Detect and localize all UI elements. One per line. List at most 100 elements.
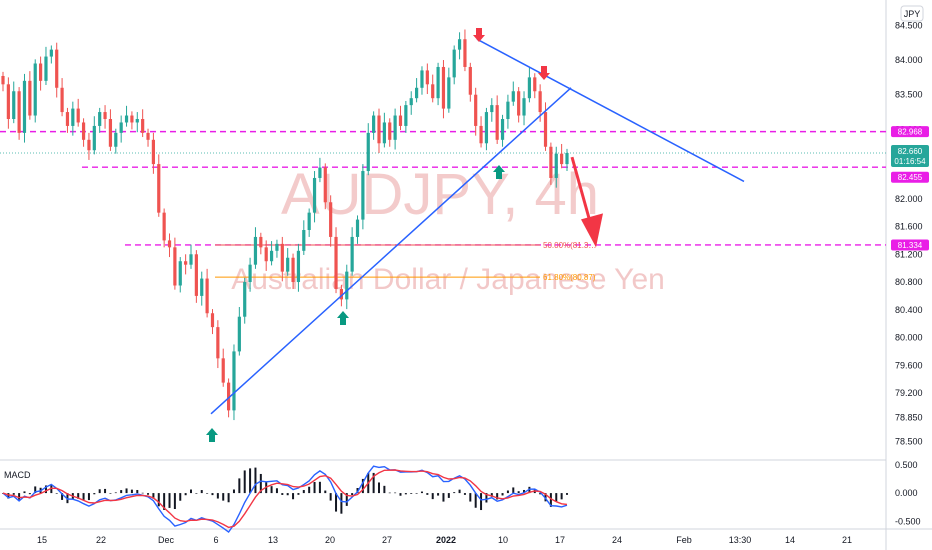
macd-indicator — [2, 465, 568, 533]
macd-tick-label: -0.500 — [895, 516, 921, 526]
projection-arrow[interactable] — [570, 156, 603, 248]
time-tick-label: 24 — [612, 535, 622, 545]
time-tick-label: 22 — [96, 535, 106, 545]
fibonacci-levels[interactable]: 50.00%(81.3… 61.80%(80.87) — [215, 241, 596, 282]
time-tick-label: 15 — [37, 535, 47, 545]
macd-histogram-bar — [114, 492, 117, 494]
candle — [355, 215, 360, 244]
price-tick-label: 80.000 — [895, 333, 923, 343]
macd-histogram-bar — [410, 493, 413, 494]
macd-histogram-bar — [190, 489, 192, 494]
candle — [173, 237, 177, 290]
macd-histogram-bar — [318, 481, 321, 494]
macd-histogram-bar — [82, 493, 85, 500]
macd-histogram-bar — [426, 493, 429, 495]
candle — [366, 123, 370, 176]
price-axis[interactable] — [886, 0, 932, 550]
arrow-up-icon[interactable] — [337, 311, 349, 325]
candle — [12, 81, 16, 124]
watermark-description: Australian Dollar / Japanese Yen — [231, 263, 665, 296]
candle — [1, 71, 5, 92]
fib-level-label: 50.00%(81.3… — [543, 241, 596, 250]
arrow-up-icon[interactable] — [493, 165, 505, 179]
macd-histogram-bar — [109, 493, 112, 494]
candle — [463, 29, 467, 72]
arrow-down-icon[interactable] — [473, 28, 485, 42]
candle — [490, 98, 494, 122]
macd-histogram-bar — [249, 468, 252, 494]
candle — [393, 108, 397, 150]
currency-button[interactable]: JPY — [900, 5, 924, 22]
candle — [474, 87, 478, 136]
macd-histogram-bar — [50, 485, 53, 494]
arrow-down-icon[interactable] — [538, 66, 550, 80]
macd-histogram-bar — [23, 491, 26, 494]
macd-histogram-bar — [206, 493, 209, 494]
price-tick-label: 81.200 — [895, 249, 923, 259]
trendlines[interactable] — [210, 38, 745, 415]
candle — [71, 101, 75, 136]
macd-histogram-bar — [77, 493, 80, 499]
time-tick-label: Feb — [676, 535, 692, 545]
macd-histogram-bar — [302, 490, 305, 494]
candle — [44, 46, 48, 86]
candle — [554, 146, 558, 188]
macd-histogram-bar — [281, 493, 284, 495]
candle — [33, 59, 37, 123]
macd-histogram-bar — [179, 493, 182, 501]
trendline-resistance[interactable] — [476, 38, 745, 183]
candle — [318, 157, 322, 183]
price-tick-label: 84.000 — [895, 55, 923, 65]
candle — [307, 208, 311, 237]
bar-countdown-label: 01:16:54 — [894, 157, 926, 166]
macd-histogram-bar — [93, 493, 96, 495]
macd-histogram-bar — [98, 489, 101, 494]
macd-histogram — [2, 467, 568, 514]
time-tick-label: 13:30 — [729, 535, 752, 545]
candle — [87, 132, 91, 160]
candle — [114, 128, 118, 154]
candle — [39, 56, 43, 91]
candle — [506, 94, 510, 129]
time-tick-label: Dec — [158, 535, 175, 545]
candle — [468, 62, 472, 102]
macd-tick-label: 0.500 — [895, 460, 918, 470]
time-tick-label: 21 — [842, 535, 852, 545]
arrow-markers[interactable] — [206, 28, 550, 442]
candle — [388, 118, 392, 147]
macd-histogram-bar — [44, 485, 47, 494]
candle — [441, 60, 446, 119]
candle — [377, 108, 381, 153]
macd-histogram-bar — [351, 493, 354, 496]
macd-histogram-bar — [329, 493, 332, 501]
time-axis-ticks: 15 22 Dec 6 13 20 27 2022 10 17 24 Feb 13:30 14 21 — [37, 535, 852, 545]
macd-histogram-bar — [173, 493, 176, 510]
candle — [447, 67, 451, 113]
macd-histogram-bar — [383, 485, 386, 494]
macd-histogram-bar — [87, 493, 90, 501]
arrow-up-icon[interactable] — [206, 428, 218, 442]
macd-histogram-bar — [549, 493, 552, 507]
projection-arrowhead-icon[interactable] — [581, 213, 603, 248]
macd-histogram-bar — [506, 490, 509, 494]
candle — [415, 78, 419, 103]
candle — [216, 320, 220, 369]
trendline-support[interactable] — [210, 87, 572, 415]
projection-line[interactable] — [570, 156, 593, 226]
candle — [323, 163, 327, 210]
macd-histogram-bar — [254, 467, 257, 494]
macd-histogram-bar — [184, 493, 187, 496]
candle — [119, 115, 123, 143]
macd-histogram-bar — [313, 481, 316, 494]
macd-histogram-bar — [7, 493, 10, 499]
macd-histogram-bar — [437, 493, 440, 496]
macd-histogram-bar — [195, 493, 198, 494]
macd-histogram-bar — [469, 493, 472, 502]
macd-histogram-bar — [130, 489, 133, 494]
macd-histogram-bar — [28, 493, 31, 495]
candle — [248, 257, 252, 292]
candle — [194, 250, 198, 303]
candle — [312, 171, 317, 223]
